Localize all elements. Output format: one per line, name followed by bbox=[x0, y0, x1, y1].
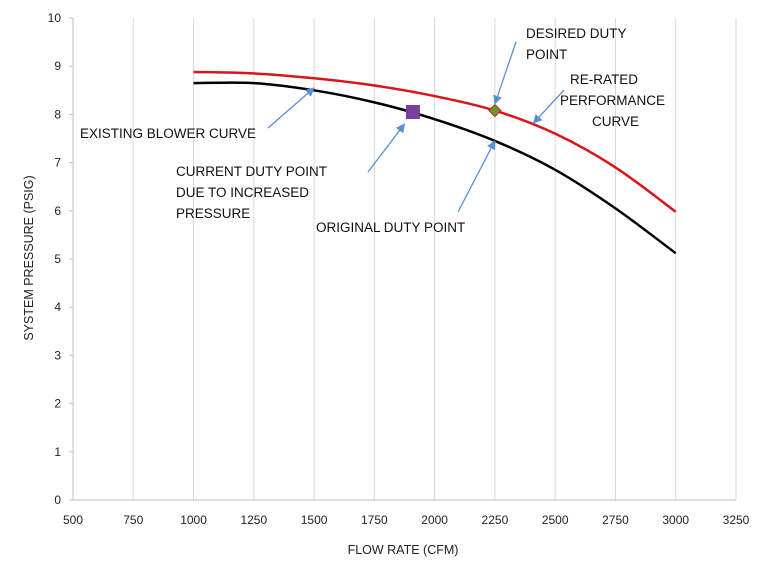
x-tick-label: 750 bbox=[123, 513, 143, 527]
y-tick-label: 10 bbox=[48, 11, 62, 25]
x-tick-label: 2250 bbox=[482, 513, 509, 527]
x-tick-label: 1250 bbox=[240, 513, 267, 527]
re-rated-curve-label: PERFORMANCE bbox=[560, 93, 665, 108]
y-tick-label: 9 bbox=[54, 59, 61, 73]
y-axis-title: SYSTEM PRESSURE (PSIG) bbox=[22, 175, 36, 340]
re-rated-curve-label: CURVE bbox=[592, 114, 639, 129]
y-tick-label: 3 bbox=[54, 348, 61, 362]
x-tick-label: 3000 bbox=[662, 513, 689, 527]
current-duty-point-label: CURRENT DUTY POINT bbox=[176, 164, 327, 179]
current-duty-point-label: PRESSURE bbox=[176, 206, 250, 221]
x-tick-label: 3250 bbox=[723, 513, 750, 527]
original-duty-point-label: ORIGINAL DUTY POINT bbox=[316, 220, 465, 235]
y-tick-label: 4 bbox=[54, 300, 61, 314]
desired-duty-point-arrow bbox=[493, 41, 517, 105]
existing-blower-curve-arrow bbox=[267, 87, 315, 129]
desired-duty-point-label: POINT bbox=[526, 47, 567, 62]
x-axis-title: FLOW RATE (CFM) bbox=[348, 543, 459, 557]
y-tick-label: 5 bbox=[54, 252, 61, 266]
y-tick-label: 7 bbox=[54, 156, 61, 170]
y-tick-label: 8 bbox=[54, 107, 61, 121]
y-tick-label: 1 bbox=[54, 445, 61, 459]
existing-blower-curve-line bbox=[193, 81, 677, 255]
x-tick-label: 500 bbox=[63, 513, 83, 527]
re-rated-curve-label: RE-RATED bbox=[570, 72, 638, 87]
y-tick-label: 0 bbox=[54, 493, 61, 507]
y-tick-label: 2 bbox=[54, 397, 61, 411]
x-tick-label: 2750 bbox=[602, 513, 629, 527]
re-rated-curve-line bbox=[193, 70, 677, 213]
x-tick-label: 1750 bbox=[361, 513, 388, 527]
desired-duty-point-marker bbox=[488, 103, 502, 118]
current-duty-point-arrow bbox=[367, 123, 406, 173]
duty-points bbox=[405, 103, 502, 119]
series bbox=[193, 70, 677, 255]
x-tick-label: 2500 bbox=[542, 513, 569, 527]
y-tick-label: 6 bbox=[54, 204, 61, 218]
grid bbox=[132, 18, 737, 500]
re-rated-curve-arrow bbox=[532, 89, 565, 124]
axes: 500 750 1000 1250 1500 1750 2000 2250 2500 2750 30… bbox=[48, 11, 750, 527]
desired-duty-point-label: DESIRED DUTY bbox=[526, 26, 627, 41]
x-tick-label: 1500 bbox=[301, 513, 328, 527]
x-tick-label: 2000 bbox=[421, 513, 448, 527]
original-duty-point-arrow bbox=[457, 140, 496, 213]
current-duty-point-label: DUE TO INCREASED bbox=[176, 185, 309, 200]
x-tick-label: 1000 bbox=[180, 513, 207, 527]
annotations: EXISTING BLOWER CURVE CURRENT DUTY POINT D… bbox=[80, 26, 665, 235]
existing-blower-curve-label: EXISTING BLOWER CURVE bbox=[80, 126, 256, 141]
current-duty-point-marker bbox=[405, 104, 420, 119]
